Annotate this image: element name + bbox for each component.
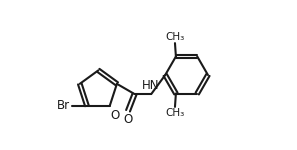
Text: CH₃: CH₃ (165, 108, 185, 118)
Text: O: O (111, 109, 120, 122)
Text: CH₃: CH₃ (165, 32, 185, 42)
Text: HN: HN (142, 79, 159, 92)
Text: Br: Br (57, 99, 70, 112)
Text: O: O (124, 113, 133, 126)
